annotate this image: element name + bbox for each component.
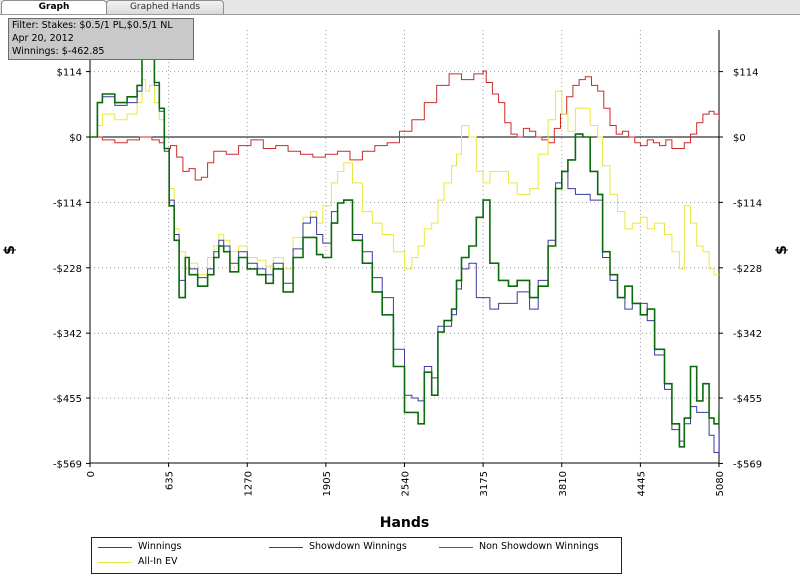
x-tick-label: 5080 — [715, 471, 726, 496]
legend-label-non-showdown: Non Showdown Winnings — [479, 541, 599, 552]
tab-bar: Graph Graphed Hands — [0, 0, 800, 15]
y-tick-label-right: -$342 — [733, 329, 762, 340]
x-tick-label: 0 — [86, 471, 97, 477]
y-tick-label-right: -$114 — [733, 198, 762, 209]
chart-legend: Winnings Showdown Winnings Non Showdown … — [91, 537, 622, 574]
series-line-winnings — [90, 30, 719, 448]
y-axis-label-left: $ — [2, 245, 18, 255]
y-tick-label-left: $0 — [69, 133, 82, 144]
y-axis-label-right: $ — [774, 245, 790, 255]
y-tick-label-right: -$569 — [733, 459, 762, 470]
legend-label-showdown: Showdown Winnings — [309, 541, 407, 552]
y-tick-label-left: -$455 — [53, 394, 82, 405]
x-axis-label: Hands — [380, 515, 430, 531]
legend-swatch-all-in-ev — [98, 562, 132, 563]
legend-label-winnings: Winnings — [138, 541, 182, 552]
winnings-text: Winnings: $-462.85 — [12, 46, 105, 57]
x-tick-label: 635 — [165, 471, 176, 490]
y-tick-label-right: $0 — [733, 133, 746, 144]
filter-info-box: Filter: Stakes: $0.5/1 PL,$0.5/1 NL Apr … — [8, 18, 194, 60]
y-tick-label-left: -$342 — [53, 329, 82, 340]
x-tick-label: 4445 — [636, 471, 647, 496]
y-tick-label-right: -$455 — [733, 394, 762, 405]
date-text: Apr 20, 2012 — [12, 33, 74, 44]
y-tick-label-left: -$569 — [53, 459, 82, 470]
x-tick-label: 3175 — [479, 471, 490, 496]
y-tick-label-right: $114 — [733, 68, 758, 79]
filter-text: Filter: Stakes: $0.5/1 PL,$0.5/1 NL — [12, 20, 173, 31]
x-tick-label: 1905 — [322, 471, 333, 496]
y-tick-label-left: $114 — [57, 68, 82, 79]
x-tick-label: 3810 — [558, 471, 569, 496]
y-tick-label-left: -$228 — [53, 264, 82, 275]
tab-graphed-hands[interactable]: Graphed Hands — [106, 0, 224, 14]
y-tick-label-left: -$114 — [53, 198, 82, 209]
legend-swatch-non-showdown — [439, 547, 473, 548]
x-tick-label: 1270 — [243, 471, 254, 496]
y-tick-label-right: -$228 — [733, 264, 762, 275]
legend-label-all-in-ev: All-In EV — [138, 556, 178, 567]
series-line-non-showdown-winnings — [90, 70, 719, 181]
legend-swatch-winnings — [98, 547, 132, 548]
x-tick-label: 2540 — [401, 471, 412, 496]
series-line-all-in-ev — [90, 79, 719, 276]
legend-swatch-showdown — [269, 547, 303, 548]
